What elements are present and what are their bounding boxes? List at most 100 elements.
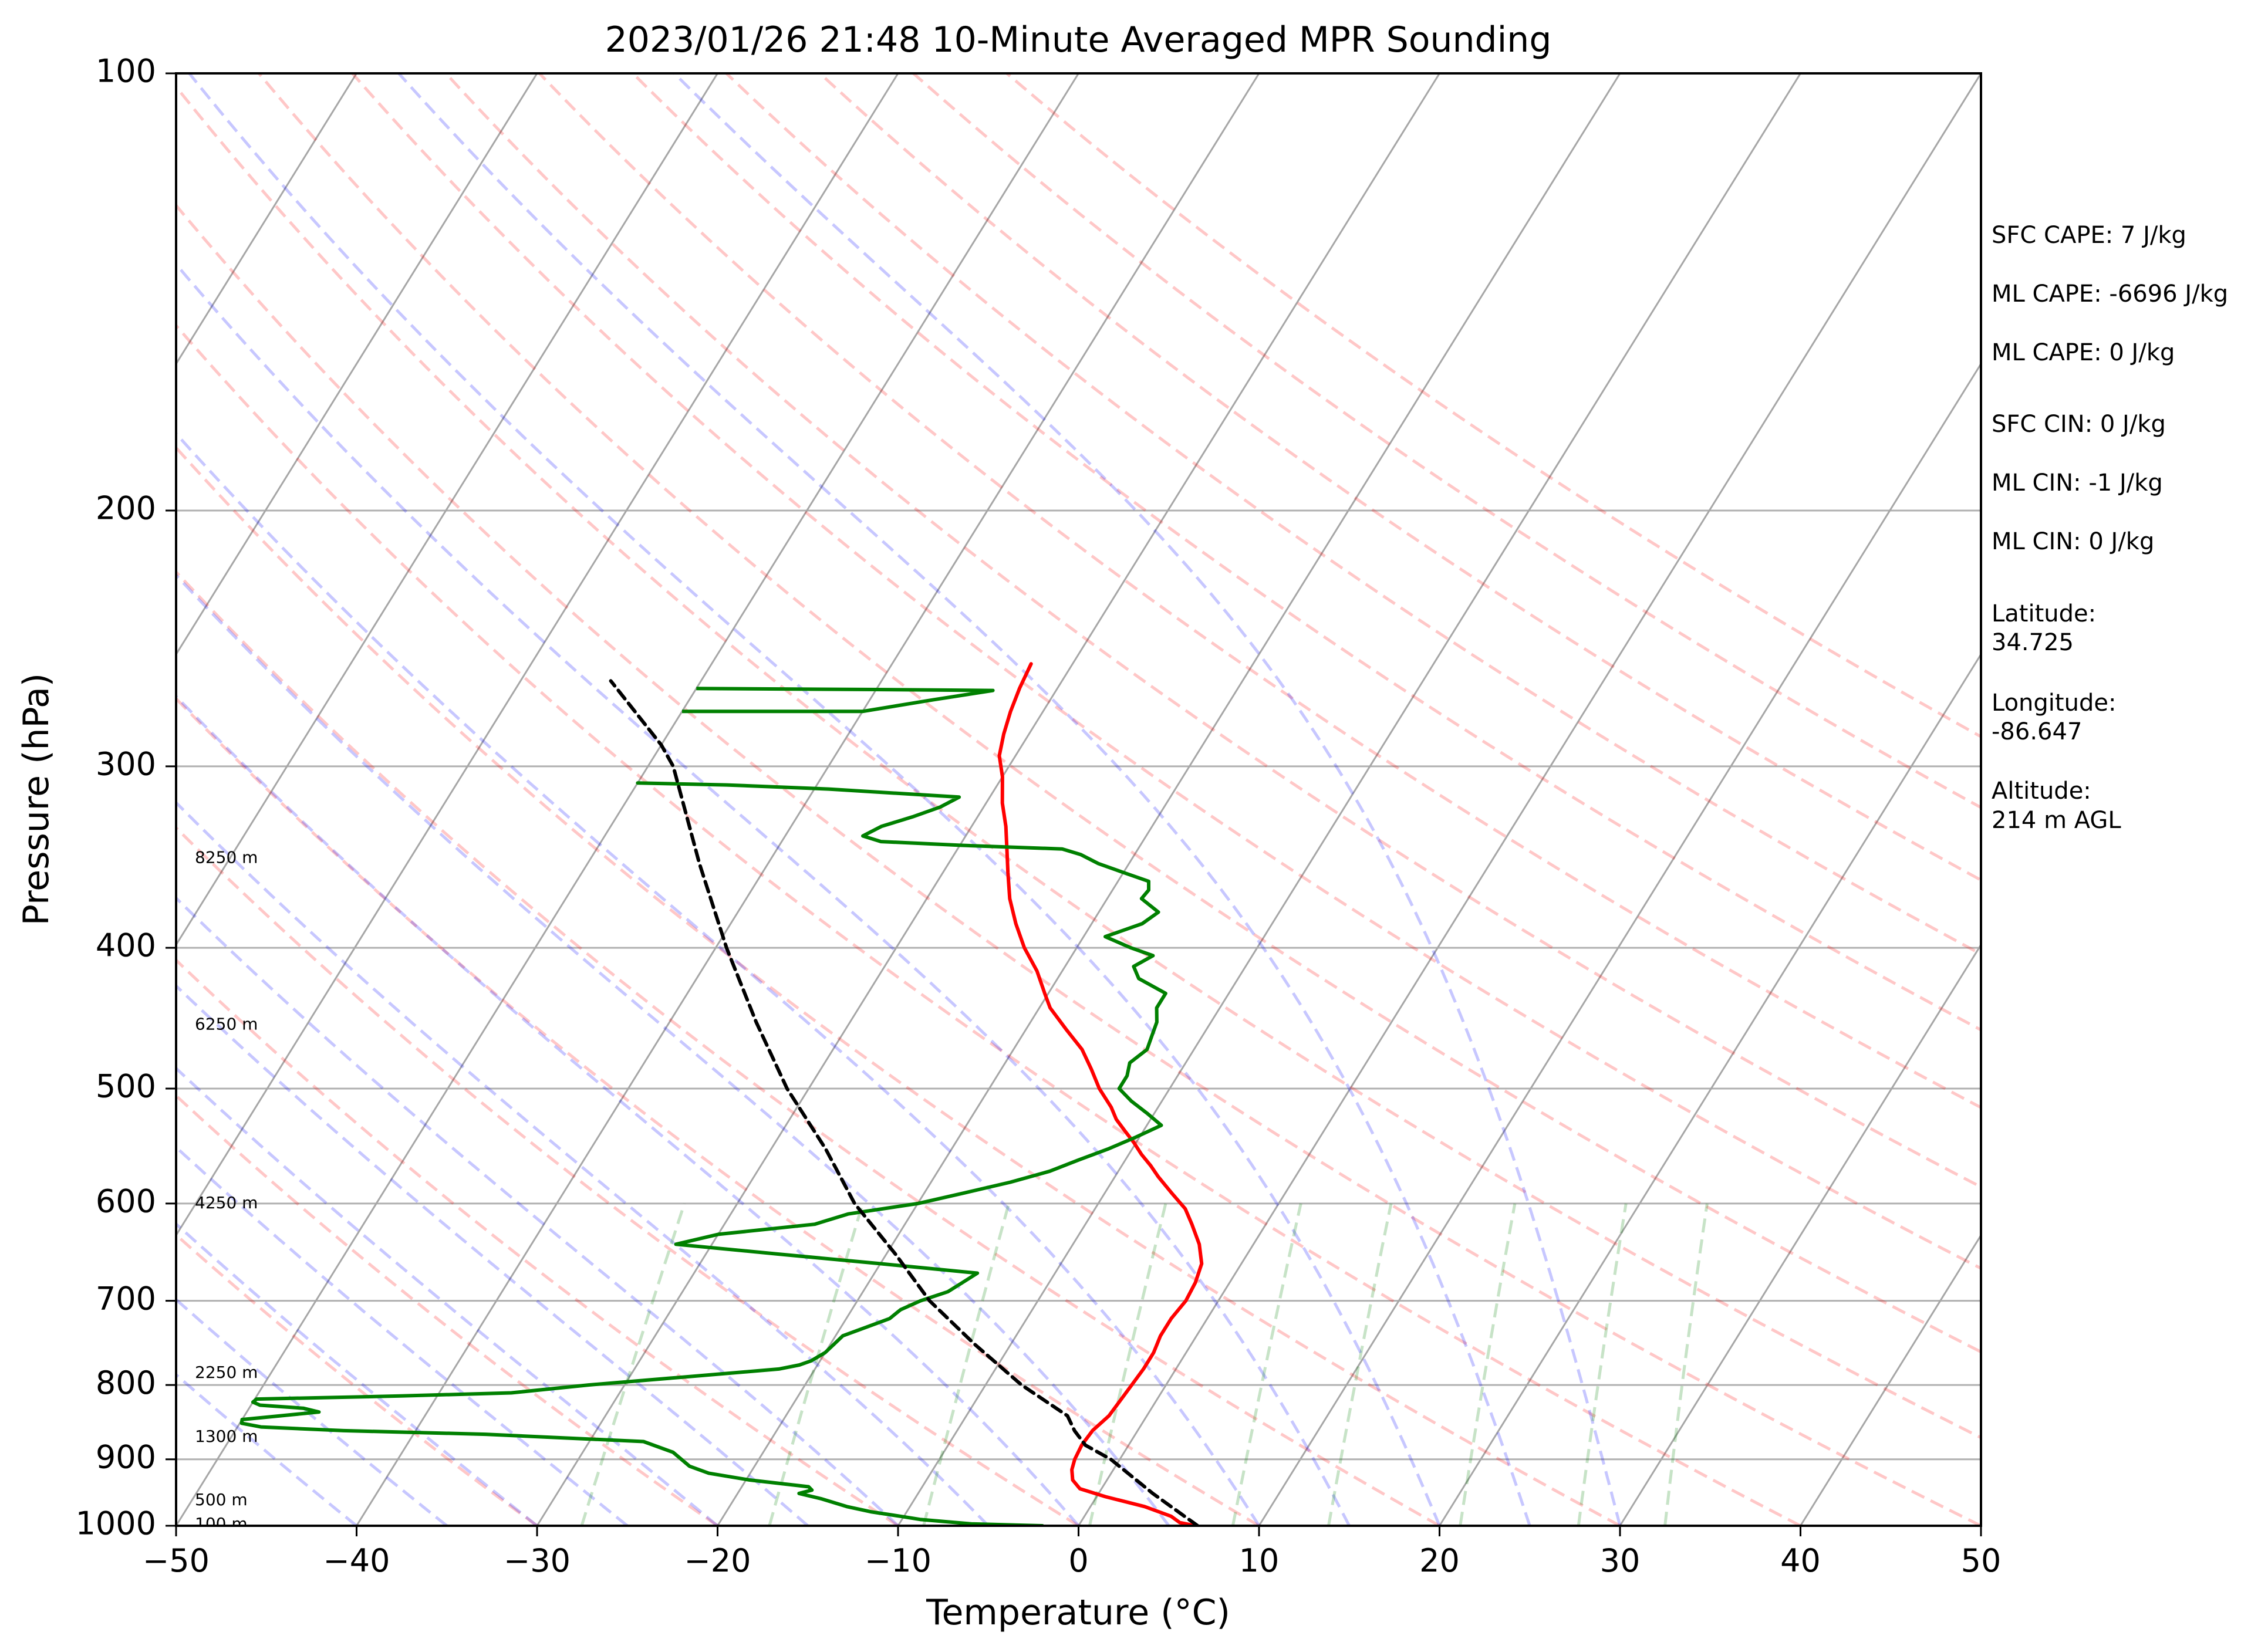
stats-line: 214 m AGL: [1992, 807, 2121, 834]
mixing-ratio-line: [922, 1203, 1011, 1526]
moist-adiabat: [176, 573, 1170, 1526]
x-tick-label: 50: [1961, 1542, 2002, 1579]
height-marker: 6250 m: [195, 1014, 258, 1033]
sounding-stats-panel: SFC CAPE: 7 J/kg ML CAPE: -6696 J/kg ML CA…: [1992, 222, 2228, 834]
isotherm: [717, 73, 1621, 1526]
isotherm: [356, 73, 1260, 1526]
dry-adiabat: [176, 1093, 718, 1526]
stats-line: ML CIN: -1 J/kg: [1992, 469, 2163, 496]
stats-line: Altitude:: [1992, 778, 2091, 805]
dry-adiabat: [1005, 73, 1981, 739]
mixing-ratio-lines: [580, 1203, 1709, 1526]
parcel-path-trace: [609, 679, 1200, 1526]
dry-adiabat: [351, 73, 1981, 1270]
moist-adiabat: [397, 73, 1531, 1526]
isotherm-lines: [176, 73, 1981, 1526]
moist-adiabat: [176, 896, 899, 1526]
mixing-ratio-line: [580, 1203, 686, 1526]
y-tick-label: 400: [96, 927, 156, 964]
dry-adiabat: [176, 445, 1621, 1526]
x-tick-label: −10: [865, 1542, 932, 1579]
temperature-trace: [997, 662, 1204, 1526]
mixing-ratio-line: [1088, 1203, 1167, 1526]
height-markers: 8250 m 6250 m 4250 m 2250 m 1300 m 500 m 100 m: [195, 847, 258, 1533]
pressure-gridlines: [176, 509, 1981, 1461]
x-tick-label: 0: [1068, 1542, 1088, 1579]
y-tick-label: 600: [96, 1183, 156, 1220]
dry-adiabat: [725, 73, 1981, 956]
dry-adiabat: [819, 73, 1981, 882]
isotherm: [536, 73, 1440, 1526]
isotherm: [176, 73, 1079, 1526]
moist-adiabat: [176, 800, 990, 1526]
x-tick-label: 20: [1419, 1542, 1460, 1579]
chart-title: 2023/01/26 21:48 10-Minute Averaged MPR …: [605, 19, 1552, 60]
isotherm: [176, 73, 357, 366]
sounding-series: [239, 662, 1204, 1526]
isotherm: [1800, 1234, 1981, 1526]
height-marker: 100 m: [195, 1514, 248, 1533]
moist-adiabat: [176, 984, 809, 1526]
isotherm: [176, 73, 899, 1237]
x-tick-label: −40: [323, 1542, 390, 1579]
x-tick-label: 10: [1239, 1542, 1280, 1579]
dry-adiabat: [176, 958, 899, 1526]
dry-adiabat: [632, 73, 1981, 1032]
y-tick-label: 700: [96, 1280, 156, 1317]
y-tick-label: 500: [96, 1068, 156, 1105]
x-tick-label: −30: [504, 1542, 571, 1579]
stats-line: SFC CAPE: 7 J/kg: [1992, 222, 2186, 249]
height-marker: 4250 m: [195, 1193, 258, 1212]
stats-line: Latitude:: [1992, 600, 2096, 627]
isotherm: [176, 73, 718, 947]
dry-adiabat: [912, 73, 1981, 809]
x-axis-label: Temperature (°C): [926, 1592, 1230, 1633]
moist-adiabat: [673, 73, 1622, 1526]
plot-area: 8250 m 6250 m 4250 m 2250 m 1300 m 500 m 100 m: [176, 73, 1981, 1533]
y-tick-label: 300: [96, 746, 156, 783]
isotherm: [176, 73, 538, 656]
stats-line: ML CAPE: -6696 J/kg: [1992, 281, 2228, 308]
x-tick-label: −50: [143, 1542, 210, 1579]
dry-adiabat: [258, 73, 1981, 1354]
y-tick-label: 1000: [76, 1505, 156, 1542]
stats-line: ML CAPE: 0 J/kg: [1992, 339, 2175, 366]
dewpoint-trace: [239, 781, 1167, 1526]
mixing-ratio-line: [1459, 1203, 1517, 1526]
mixing-ratio-line: [1231, 1203, 1302, 1526]
y-axis-label: Pressure (hPa): [16, 673, 57, 925]
y-tick-label: 200: [96, 490, 156, 527]
isotherm: [1439, 653, 1981, 1526]
isotherm: [1258, 362, 1981, 1526]
x-tick-label: 30: [1600, 1542, 1641, 1579]
dry-adiabat: [176, 569, 1440, 1526]
x-tick-label: 40: [1780, 1542, 1821, 1579]
moist-adiabat-lines: [176, 73, 1622, 1526]
mixing-ratio-line: [1663, 1203, 1709, 1526]
moist-adiabat: [176, 1373, 358, 1526]
x-axis-ticks: −50 −40 −30 −20 −10 0 10 20 30 40 50: [143, 1526, 2001, 1579]
isotherm: [1619, 943, 1981, 1526]
isotherm: [1078, 73, 1981, 1526]
height-marker: 8250 m: [195, 847, 258, 867]
y-tick-label: 900: [96, 1438, 156, 1475]
dry-adiabat: [538, 73, 1981, 1110]
moist-adiabat: [176, 431, 1261, 1526]
dry-adiabat: [176, 696, 1260, 1526]
mixing-ratio-line: [1577, 1203, 1628, 1526]
dry-adiabat: [176, 323, 1801, 1526]
stats-line: -86.647: [1992, 718, 2082, 745]
dry-adiabat: [444, 73, 1981, 1189]
dry-adiabat: [176, 203, 1981, 1526]
dry-adiabat: [176, 1232, 538, 1526]
moist-adiabat: [176, 262, 1351, 1526]
dewpoint-trace-upper: [682, 687, 995, 714]
moist-adiabat: [176, 694, 1080, 1526]
height-marker: 500 m: [195, 1490, 248, 1509]
mixing-ratio-line: [1327, 1203, 1393, 1526]
moist-adiabat: [176, 1066, 719, 1526]
y-axis-ticks: 100 200 300 400 500 600 700 800 900 1000: [76, 53, 176, 1542]
stats-line: ML CIN: 0 J/kg: [1992, 528, 2154, 555]
